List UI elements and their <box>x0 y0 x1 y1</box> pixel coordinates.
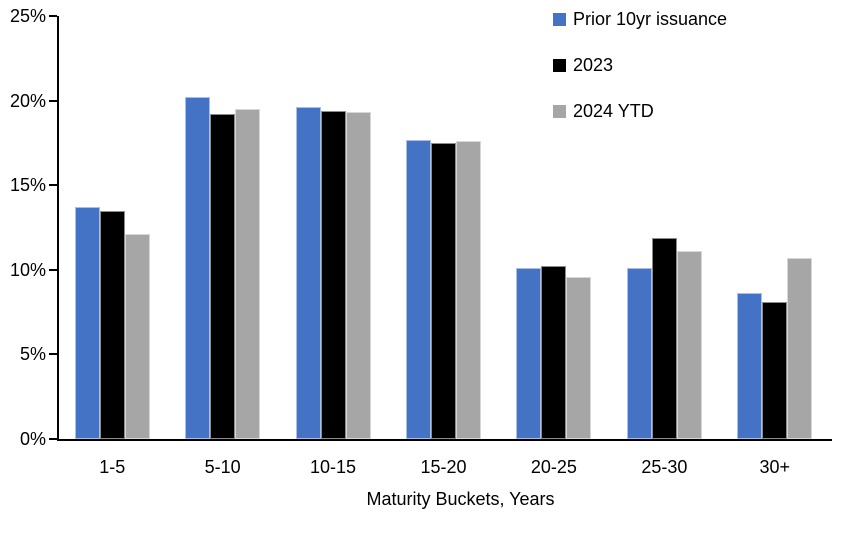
bar-2023 <box>320 110 346 439</box>
legend-label: Prior 10yr issuance <box>573 9 728 29</box>
y-axis-tick <box>49 15 57 17</box>
y-axis-tick <box>49 99 57 102</box>
bar-prior-10yr-issuance <box>295 107 321 439</box>
bar-2024-ytd <box>566 276 592 439</box>
bar-2024-ytd <box>345 112 371 439</box>
bar-2023 <box>99 210 125 439</box>
x-axis-category-label: 25-30 <box>641 457 688 477</box>
y-axis-tick-label: 10% <box>9 259 46 280</box>
x-axis-category-label: 30+ <box>759 457 791 477</box>
bar-2023 <box>210 114 236 439</box>
bar-2023 <box>762 301 788 439</box>
legend-swatch-icon <box>553 12 566 26</box>
bar-prior-10yr-issuance <box>626 268 652 439</box>
y-axis-tick-label: 25% <box>9 6 46 26</box>
y-axis-tick <box>49 438 57 440</box>
x-axis-category-label: 10-15 <box>310 457 357 477</box>
legend-item: Prior 10yr issuance <box>553 8 727 30</box>
chart-legend: Prior 10yr issuance 2023 2024 YTD <box>553 8 727 146</box>
bar-prior-10yr-issuance <box>737 293 763 439</box>
legend-swatch-icon <box>553 104 566 118</box>
bar-prior-10yr-issuance <box>516 268 542 439</box>
bar-2023 <box>541 266 567 439</box>
bar-2024-ytd <box>456 141 481 439</box>
x-axis-category-label: 20-25 <box>530 457 577 477</box>
plot-area <box>57 16 832 441</box>
legend-label: 2023 <box>573 55 614 75</box>
legend-item: 2023 <box>553 54 727 76</box>
bar-2024-ytd <box>787 257 813 439</box>
x-axis-category-label: 5-10 <box>204 457 241 477</box>
legend-item: 2024 YTD <box>553 100 727 122</box>
bar-prior-10yr-issuance <box>406 139 431 439</box>
y-axis-tick-label: 15% <box>9 175 46 196</box>
bar-2024-ytd <box>235 109 261 439</box>
x-axis-category-label: 1-5 <box>99 457 126 477</box>
bar-2024-ytd <box>676 251 702 439</box>
y-axis-tick-label: 20% <box>9 90 46 111</box>
bar-2024-ytd <box>124 234 150 439</box>
y-axis-tick <box>49 353 57 356</box>
bar-2023 <box>431 142 456 439</box>
legend-label: 2024 YTD <box>573 101 654 121</box>
bar-prior-10yr-issuance <box>74 207 100 439</box>
bar-2023 <box>651 237 677 439</box>
y-axis-tick-label: 0% <box>19 429 46 449</box>
y-axis-tick <box>49 268 57 271</box>
y-axis-tick-label: 5% <box>19 344 46 365</box>
x-axis-title: Maturity Buckets, Years <box>366 489 555 509</box>
x-axis-category-label: 15-20 <box>420 457 467 477</box>
legend-swatch-icon <box>553 58 566 72</box>
bar-prior-10yr-issuance <box>185 97 211 439</box>
y-axis-tick <box>49 184 57 187</box>
